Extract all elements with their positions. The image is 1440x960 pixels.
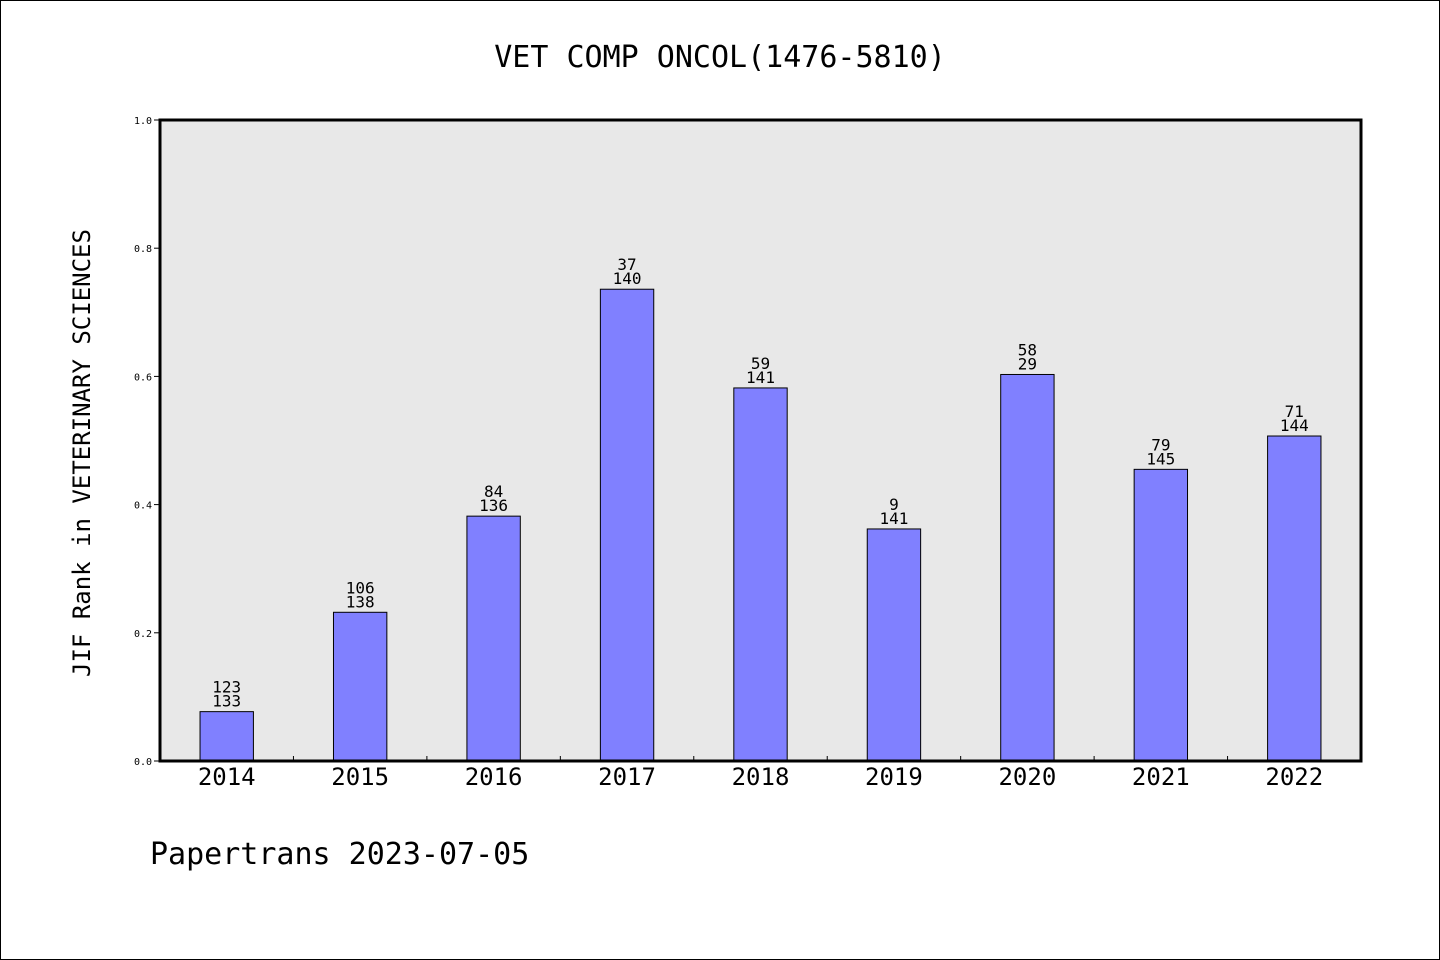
- chart-title: VET COMP ONCOL(1476-5810): [494, 40, 946, 75]
- x-tick-label: 2020: [998, 763, 1056, 791]
- total-label: 133: [212, 692, 241, 711]
- rank-label: 84: [484, 482, 503, 501]
- total-label: 138: [346, 592, 375, 611]
- bar-2016: [466, 515, 521, 762]
- total-label: 136: [479, 496, 508, 515]
- bar-2015: [332, 611, 388, 762]
- y-tick-label: 0.8: [134, 244, 152, 255]
- rank-label: 59: [751, 354, 770, 373]
- bar-2018: [733, 387, 788, 762]
- rank-label: 71: [1285, 402, 1304, 421]
- total-label: 141: [879, 509, 908, 528]
- bar-2017: [599, 288, 655, 762]
- y-tick-label: 0.0: [134, 757, 152, 768]
- x-tick-label: 2018: [732, 763, 790, 791]
- rank-label: 37: [617, 255, 636, 274]
- bar-2019: [866, 528, 922, 762]
- x-tick-label: 2022: [1265, 763, 1323, 791]
- plot-border: [158, 118, 1363, 763]
- bar-2014: [199, 711, 254, 762]
- bars: 1231331061388413637140591419141582979145…: [199, 255, 1322, 762]
- bar-2020: [1000, 373, 1055, 762]
- x-tick-label: 2017: [598, 763, 656, 791]
- y-tick-label: 0.6: [134, 372, 152, 383]
- footer-text: Papertrans 2023-07-05: [150, 837, 529, 872]
- x-tick-label: 2019: [865, 763, 923, 791]
- y-tick-label: 1.0: [134, 116, 152, 127]
- rank-label: 123: [212, 678, 241, 697]
- x-tick-label: 2021: [1132, 763, 1190, 791]
- x-ticks: 2014 2015 2016 2017 2018 2019 2020 2021 2022: [198, 756, 1323, 791]
- total-label: 145: [1146, 449, 1175, 468]
- bar-2021: [1133, 468, 1189, 762]
- x-tick-label: 2016: [465, 763, 523, 791]
- y-axis-label: JIF Rank in VETERINARY SCIENCES: [68, 229, 96, 677]
- rank-label: 106: [346, 578, 375, 597]
- total-label: 29: [1018, 354, 1037, 373]
- bar-2022: [1267, 435, 1322, 762]
- y-tick-label: 0.2: [134, 629, 152, 640]
- y-tick-label: 0.4: [134, 501, 152, 512]
- rank-label: 58: [1018, 340, 1037, 359]
- x-tick-label: 2014: [198, 763, 256, 791]
- total-label: 140: [613, 269, 642, 288]
- total-label: 144: [1280, 416, 1309, 435]
- total-label: 141: [746, 368, 775, 387]
- rank-label: 9: [889, 495, 899, 514]
- y-ticks: 0.0 0.2 0.4 0.6 0.8 1.0: [134, 116, 160, 768]
- x-tick-label: 2015: [331, 763, 389, 791]
- rank-label: 79: [1151, 435, 1170, 454]
